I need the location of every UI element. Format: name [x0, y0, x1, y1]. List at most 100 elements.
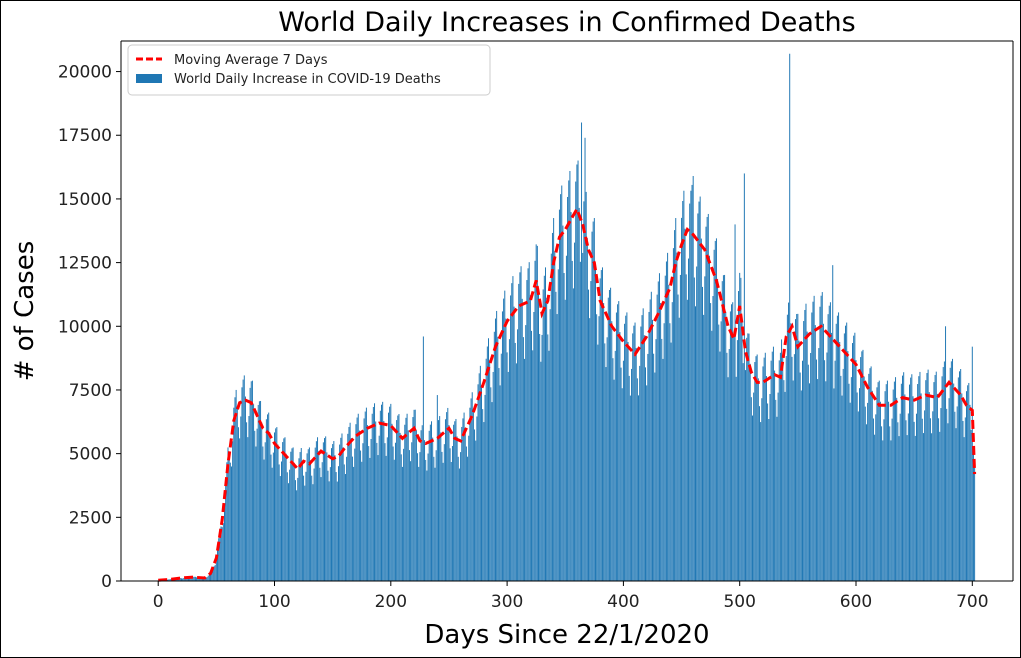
daily-death-bar	[326, 452, 328, 581]
daily-death-bar	[821, 292, 823, 581]
daily-death-bar	[935, 371, 937, 581]
daily-death-bar	[648, 311, 650, 581]
daily-death-bar	[745, 370, 747, 581]
daily-death-bar	[868, 373, 870, 581]
daily-death-bar	[827, 314, 829, 581]
daily-death-bar	[469, 407, 471, 581]
daily-death-bar	[746, 337, 748, 581]
daily-death-bar	[353, 466, 355, 581]
daily-death-bar	[488, 338, 489, 581]
daily-death-bar	[411, 442, 413, 581]
daily-death-bar	[593, 218, 595, 581]
daily-death-bar	[915, 413, 917, 581]
daily-death-bar	[399, 432, 401, 581]
daily-death-bar	[167, 579, 169, 581]
daily-death-bar	[527, 268, 529, 581]
daily-death-bar	[763, 357, 765, 581]
daily-death-bar	[347, 433, 349, 581]
daily-death-bar	[654, 372, 656, 581]
daily-death-bar	[365, 407, 367, 581]
daily-death-bar	[243, 375, 245, 581]
daily-death-bar	[822, 323, 824, 581]
daily-death-bar	[791, 356, 793, 581]
daily-death-bar	[325, 436, 327, 581]
daily-death-bar	[410, 461, 412, 581]
daily-death-bar	[605, 367, 607, 581]
daily-death-bar	[406, 413, 408, 581]
daily-death-bar	[955, 428, 957, 581]
y-tick-label: 12500	[58, 254, 112, 274]
daily-death-bar	[515, 363, 517, 581]
x-tick-label: 200	[375, 592, 407, 612]
daily-death-bar	[836, 315, 838, 581]
daily-death-bar	[774, 370, 776, 581]
daily-death-bar	[764, 352, 766, 581]
daily-death-bar	[793, 354, 795, 581]
daily-death-bar	[520, 266, 522, 581]
daily-death-bar	[735, 376, 737, 581]
daily-death-bar	[838, 312, 840, 581]
daily-death-bar	[249, 387, 251, 581]
daily-death-bar	[293, 462, 295, 581]
daily-death-bar	[519, 272, 521, 581]
daily-death-bar	[506, 352, 508, 581]
daily-death-bar	[290, 451, 292, 581]
daily-death-bar	[786, 314, 788, 581]
daily-death-bar	[818, 348, 820, 581]
daily-death-bar	[417, 453, 419, 581]
daily-death-bar	[828, 305, 830, 581]
daily-death-bar	[718, 324, 720, 581]
daily-death-bar	[233, 407, 235, 581]
daily-death-bar	[905, 420, 907, 581]
daily-death-bar	[883, 419, 885, 581]
daily-death-bar	[875, 414, 877, 581]
daily-death-bar	[567, 196, 569, 581]
daily-death-bar	[219, 528, 221, 581]
daily-death-bar	[555, 291, 557, 581]
daily-death-bar	[691, 184, 693, 581]
daily-death-bar	[677, 294, 679, 581]
daily-death-bar	[747, 333, 749, 581]
daily-death-bar	[647, 353, 649, 581]
daily-death-bar	[529, 295, 531, 581]
daily-death-bar	[564, 299, 566, 581]
daily-death-bar	[814, 325, 816, 581]
legend-label-daily-deaths: World Daily Increase in COVID-19 Deaths	[174, 72, 441, 87]
daily-death-bar	[656, 294, 658, 581]
daily-death-bar	[885, 384, 887, 581]
daily-death-bar	[704, 276, 706, 581]
daily-death-bar	[754, 362, 756, 581]
x-tick-label: 700	[956, 592, 988, 612]
y-tick-label: 7500	[69, 381, 112, 401]
daily-death-bar	[462, 418, 464, 581]
daily-death-bar	[881, 426, 883, 581]
daily-death-bar	[276, 427, 278, 581]
daily-death-bar	[258, 401, 260, 581]
daily-death-bar	[546, 297, 548, 581]
daily-death-bar	[968, 382, 970, 581]
daily-death-bar	[317, 437, 319, 581]
daily-death-bar	[455, 418, 457, 581]
daily-death-bar	[668, 284, 670, 581]
daily-death-bar	[667, 252, 669, 581]
daily-death-bar	[710, 303, 712, 581]
daily-death-bar	[797, 313, 799, 581]
daily-death-bar	[757, 378, 759, 581]
daily-death-bar	[742, 363, 744, 581]
daily-death-bar	[636, 378, 638, 581]
legend-label-moving-average: Moving Average 7 Days	[174, 53, 328, 68]
y-tick-label: 5000	[69, 445, 112, 465]
daily-death-bar	[664, 275, 666, 581]
daily-death-bar	[596, 314, 598, 581]
daily-death-bar	[425, 459, 427, 581]
daily-death-bar	[526, 280, 528, 581]
daily-death-bar	[833, 388, 835, 581]
daily-death-bar	[568, 180, 570, 581]
daily-death-bar	[795, 319, 797, 581]
daily-death-bar	[375, 421, 377, 581]
y-tick-label: 10000	[58, 317, 112, 337]
daily-death-bar	[590, 281, 592, 581]
daily-death-bar	[207, 575, 209, 581]
daily-death-bar	[418, 466, 420, 581]
